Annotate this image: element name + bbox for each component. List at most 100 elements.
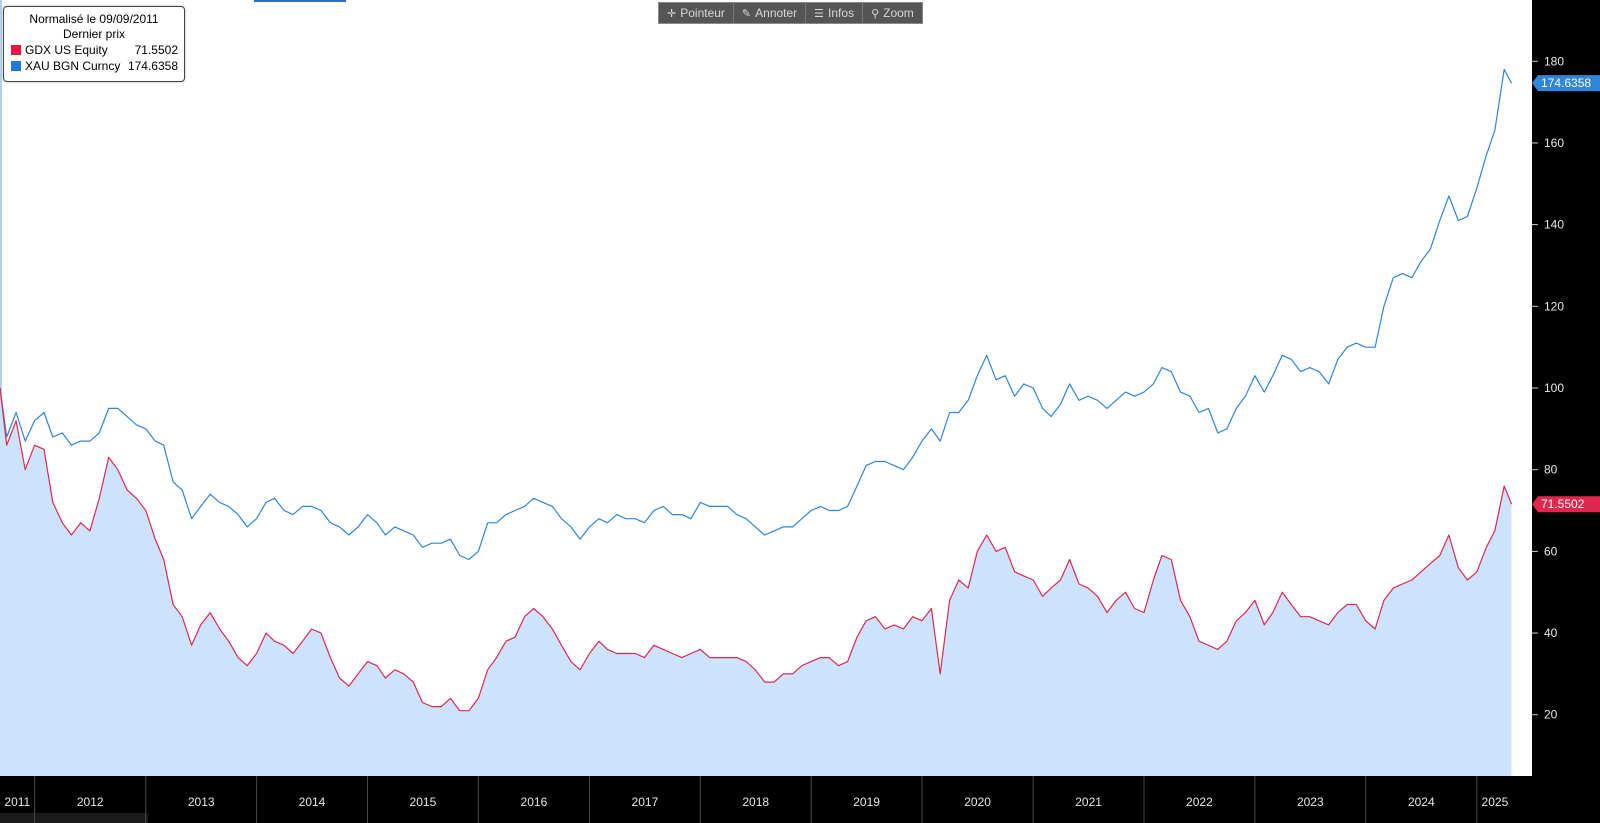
data-point-xau — [14, 411, 18, 415]
data-point-xau — [347, 533, 351, 537]
data-point-gdx — [892, 623, 896, 627]
data-point-xau — [753, 525, 757, 529]
data-point-xau — [1197, 411, 1201, 415]
last-value-tag-xau: 174.6358 — [1532, 75, 1600, 92]
data-point-xau — [301, 504, 305, 508]
data-point-xau — [1077, 398, 1081, 402]
data-point-gdx — [264, 631, 268, 635]
data-point-gdx — [763, 680, 767, 684]
legend-value-xau: 174.6358 — [127, 59, 178, 73]
x-tick-label: 2015 — [410, 795, 437, 809]
data-point-gdx — [800, 664, 804, 668]
data-point-xau — [541, 500, 545, 504]
data-point-gdx — [1179, 598, 1183, 602]
data-point-xau — [495, 521, 499, 525]
data-point-gdx — [642, 656, 646, 660]
data-point-gdx — [938, 672, 942, 676]
data-point-gdx — [957, 578, 961, 582]
data-point-gdx — [1271, 611, 1275, 615]
data-point-xau — [366, 513, 370, 517]
data-point-gdx — [134, 496, 138, 500]
data-point-xau — [800, 517, 804, 521]
data-point-gdx — [338, 676, 342, 680]
data-point-gdx — [458, 709, 462, 713]
data-point-gdx — [162, 558, 166, 562]
data-point-xau — [948, 411, 952, 415]
data-point-gdx — [735, 656, 739, 660]
x-tick-label: 2011 — [4, 795, 30, 809]
data-point-gdx — [523, 615, 527, 619]
data-point-gdx — [79, 521, 83, 525]
data-point-gdx — [1003, 545, 1007, 549]
data-point-gdx — [1151, 578, 1155, 582]
data-point-gdx — [819, 656, 823, 660]
annotate-tool-button[interactable]: ✎ Annoter — [734, 3, 807, 23]
data-point-gdx — [125, 488, 129, 492]
data-point-gdx — [716, 656, 720, 660]
data-point-xau — [1289, 357, 1293, 361]
pointer-tool-button[interactable]: ✛ Pointeur — [659, 3, 734, 23]
data-point-xau — [42, 411, 46, 415]
data-point-xau — [1013, 394, 1017, 398]
data-point-gdx — [1160, 554, 1164, 558]
info-tool-button[interactable]: ☰ Infos — [806, 3, 864, 23]
data-point-xau — [1465, 215, 1469, 219]
x-tick-label: 2016 — [521, 795, 548, 809]
data-point-xau — [190, 517, 194, 521]
data-point-gdx — [1013, 570, 1017, 574]
series-line-xau[interactable] — [0, 68, 1513, 561]
data-point-gdx — [1465, 578, 1469, 582]
data-point-gdx — [1327, 623, 1331, 627]
data-point-gdx — [633, 652, 637, 656]
zoom-tool-label: Zoom — [883, 6, 914, 20]
zoom-tool-button[interactable]: ⚲ Zoom — [863, 3, 922, 23]
data-point-xau — [1299, 370, 1303, 374]
data-point-xau — [892, 464, 896, 468]
data-point-xau — [957, 411, 961, 415]
data-point-gdx — [1456, 566, 1460, 570]
data-point-xau — [1124, 390, 1128, 394]
data-point-xau — [1262, 390, 1266, 394]
legend-name-xau: XAU BGN Curncy — [25, 59, 121, 73]
data-point-xau — [532, 496, 536, 500]
last-value-tag-gdx: 71.5502 — [1532, 496, 1600, 513]
data-point-gdx — [1419, 570, 1423, 574]
data-point-gdx — [661, 647, 665, 651]
data-point-gdx — [310, 627, 314, 631]
data-point-xau — [680, 513, 684, 517]
data-point-gdx — [1068, 558, 1072, 562]
data-point-xau — [1401, 272, 1405, 276]
data-point-xau — [1169, 370, 1173, 374]
data-point-xau — [467, 558, 471, 562]
data-point-xau — [902, 468, 906, 472]
data-point-gdx — [994, 549, 998, 553]
chart-legend[interactable]: Normalisé le 09/09/2011 Dernier prix GDX… — [3, 6, 185, 82]
data-point-gdx — [255, 652, 259, 656]
data-point-gdx — [1438, 554, 1442, 558]
data-point-xau — [1179, 390, 1183, 394]
data-point-gdx — [5, 443, 9, 447]
data-point-gdx — [874, 615, 878, 619]
data-point-xau — [1391, 276, 1395, 280]
data-point-xau — [652, 509, 656, 513]
last-value-tag-label: 71.5502 — [1541, 497, 1585, 511]
data-point-gdx — [236, 656, 240, 660]
data-point-xau — [1114, 398, 1118, 402]
data-point-gdx — [1114, 598, 1118, 602]
data-point-gdx — [689, 652, 693, 656]
data-point-xau — [938, 439, 942, 443]
data-point-xau — [911, 455, 915, 459]
legend-entry-xau[interactable]: XAU BGN Curncy 174.6358 — [4, 58, 184, 74]
data-point-xau — [966, 398, 970, 402]
legend-entry-gdx[interactable]: GDX US Equity 71.5502 — [4, 42, 184, 58]
data-point-gdx — [975, 549, 979, 553]
data-point-gdx — [827, 656, 831, 660]
data-point-gdx — [1428, 562, 1432, 566]
data-point-gdx — [328, 656, 332, 660]
series-line-gdx[interactable] — [0, 387, 1513, 712]
data-point-gdx — [902, 627, 906, 631]
data-point-xau — [33, 419, 37, 423]
data-point-xau — [578, 537, 582, 541]
data-point-gdx — [1253, 598, 1257, 602]
